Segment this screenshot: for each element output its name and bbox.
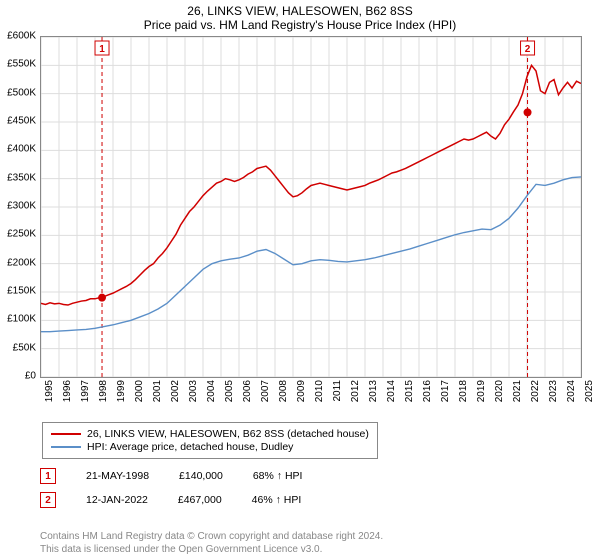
svg-text:2: 2 (525, 44, 531, 55)
transaction-price-1: £140,000 (179, 470, 223, 482)
x-axis-labels: 1995 1996 1997 1998 1999 2000 2001 2002 2003 2004… (40, 376, 580, 416)
y-tick-label: £450K (7, 116, 36, 127)
transaction-diff-2: 46% ↑ HPI (252, 494, 302, 506)
x-tick-label: 2019 (476, 380, 487, 402)
y-tick-label: £50K (13, 342, 36, 353)
y-tick-label: £500K (7, 87, 36, 98)
transaction-marker-1: 1 (40, 468, 56, 484)
legend-swatch-hpi (51, 446, 81, 448)
legend-item-hpi: HPI: Average price, detached house, Dudl… (51, 441, 369, 453)
legend-label-hpi: HPI: Average price, detached house, Dudl… (87, 441, 293, 453)
x-tick-label: 2025 (584, 380, 595, 402)
x-tick-label: 2018 (458, 380, 469, 402)
x-tick-label: 2011 (332, 380, 343, 402)
chart-title: 26, LINKS VIEW, HALESOWEN, B62 8SS (0, 0, 600, 18)
svg-text:1: 1 (99, 44, 105, 55)
x-tick-label: 2001 (152, 380, 163, 402)
x-tick-label: 2005 (224, 380, 235, 402)
x-tick-label: 2021 (512, 380, 523, 402)
x-tick-label: 1995 (44, 380, 55, 402)
legend-item-price: 26, LINKS VIEW, HALESOWEN, B62 8SS (deta… (51, 428, 369, 440)
x-tick-label: 2015 (404, 380, 415, 402)
y-axis-labels: £0£50K£100K£150K£200K£250K£300K£350K£400… (0, 36, 38, 376)
x-tick-label: 2014 (386, 380, 397, 402)
x-tick-label: 2004 (206, 380, 217, 402)
x-tick-label: 2010 (314, 380, 325, 402)
x-tick-label: 2016 (422, 380, 433, 402)
x-tick-label: 2000 (134, 380, 145, 402)
chart-svg: 12 (41, 37, 581, 377)
transaction-row-2: 2 12-JAN-2022 £467,000 46% ↑ HPI (40, 492, 301, 508)
x-tick-label: 2002 (170, 380, 181, 402)
x-tick-label: 1997 (80, 380, 91, 402)
y-tick-label: £100K (7, 314, 36, 325)
x-tick-label: 1999 (116, 380, 127, 402)
x-tick-label: 2008 (278, 380, 289, 402)
x-tick-label: 2017 (440, 380, 451, 402)
x-tick-label: 2009 (296, 380, 307, 402)
footer: Contains HM Land Registry data © Crown c… (40, 531, 383, 556)
x-tick-label: 2006 (242, 380, 253, 402)
chart-area: 12 £0£50K£100K£150K£200K£250K£300K£350K£… (40, 36, 600, 406)
plot-region: 12 (40, 36, 582, 378)
transaction-diff-1: 68% ↑ HPI (253, 470, 303, 482)
legend: 26, LINKS VIEW, HALESOWEN, B62 8SS (deta… (42, 422, 378, 459)
transaction-row-1: 1 21-MAY-1998 £140,000 68% ↑ HPI (40, 468, 302, 484)
x-tick-label: 2003 (188, 380, 199, 402)
y-tick-label: £250K (7, 229, 36, 240)
transaction-date-1: 21-MAY-1998 (86, 470, 149, 482)
y-tick-label: £200K (7, 257, 36, 268)
footer-line-1: Contains HM Land Registry data © Crown c… (40, 531, 383, 544)
x-tick-label: 2023 (548, 380, 559, 402)
y-tick-label: £300K (7, 201, 36, 212)
y-tick-label: £350K (7, 172, 36, 183)
y-tick-label: £550K (7, 59, 36, 70)
y-tick-label: £600K (7, 31, 36, 42)
footer-line-2: This data is licensed under the Open Gov… (40, 544, 383, 557)
y-tick-label: £400K (7, 144, 36, 155)
transaction-marker-2: 2 (40, 492, 56, 508)
x-tick-label: 2007 (260, 380, 271, 402)
legend-label-price: 26, LINKS VIEW, HALESOWEN, B62 8SS (deta… (87, 428, 369, 440)
chart-container: 26, LINKS VIEW, HALESOWEN, B62 8SS Price… (0, 0, 600, 560)
x-tick-label: 1998 (98, 380, 109, 402)
legend-swatch-price (51, 433, 81, 435)
y-tick-label: £0 (25, 371, 36, 382)
x-tick-label: 2012 (350, 380, 361, 402)
x-tick-label: 1996 (62, 380, 73, 402)
transaction-price-2: £467,000 (178, 494, 222, 506)
x-tick-label: 2020 (494, 380, 505, 402)
y-tick-label: £150K (7, 286, 36, 297)
x-tick-label: 2024 (566, 380, 577, 402)
x-tick-label: 2022 (530, 380, 541, 402)
chart-subtitle: Price paid vs. HM Land Registry's House … (0, 18, 600, 36)
x-tick-label: 2013 (368, 380, 379, 402)
transaction-date-2: 12-JAN-2022 (86, 494, 148, 506)
